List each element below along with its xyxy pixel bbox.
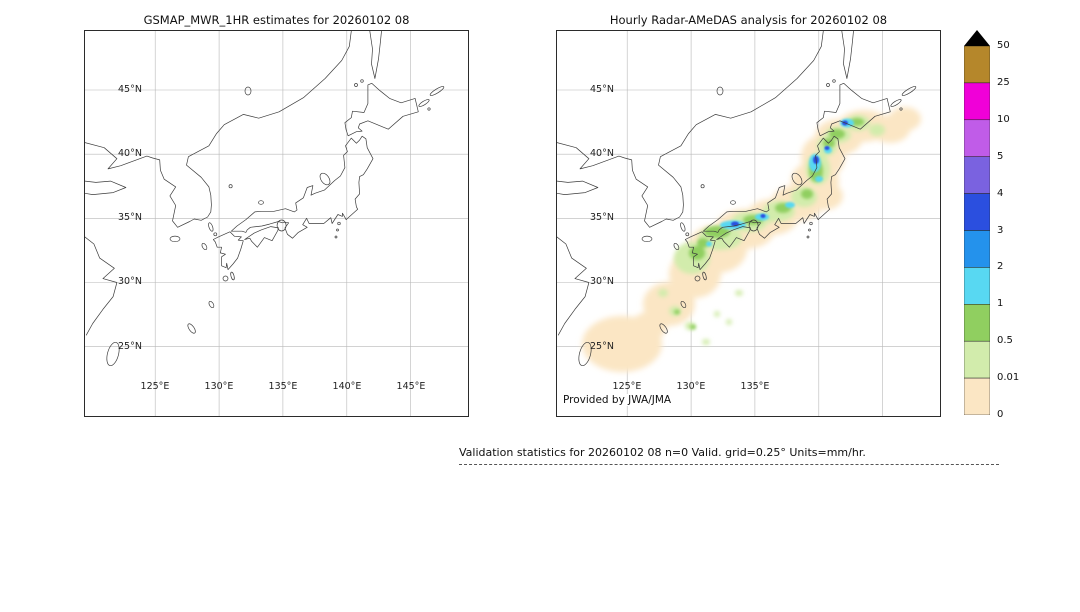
lon-tick-label: 125°E [140,381,170,392]
lat-tick-label: 40°N [590,148,614,159]
left-map-title: GSMAP_MWR_1HR estimates for 20260102 08 [143,13,410,27]
lon-tick-label: 125°E [612,381,642,392]
validation-caption-rule: Validation statistics for 20260102 08 n=… [459,441,999,465]
colorbar-segment [964,304,990,342]
colorbar-tick-label: 0.01 [997,372,1020,384]
lat-tick-label: 40°N [118,148,142,159]
validation-caption: Validation statistics for 20260102 08 n=… [459,446,866,459]
colorbar-scale [964,46,990,415]
colorbar-tick-label: 50 [997,40,1010,51]
colorbar-tick-label: 0 [997,409,1004,420]
lat-tick-label: 45°N [590,84,614,95]
colorbar-tick-label: 2 [997,261,1004,273]
colorbar-tick-label: 5 [997,150,1004,162]
colorbar-segment [964,193,990,231]
lat-tick-label: 45°N [118,84,142,95]
lat-tick-label: 30°N [118,276,142,287]
precip-trace-blobs [582,107,921,372]
colorbar-segment [964,82,990,121]
coastline-japan [85,31,446,368]
colorbar-tick-label: 0.5 [997,335,1013,347]
gsmap-estimates-map-panel: 45°N 40°N 35°N 30°N 25°N 125°E 130°E 135… [84,30,469,417]
lat-tick-label: 35°N [118,212,142,223]
colorbar-segment [964,267,990,305]
radar-map-canvas [557,31,940,416]
lon-tick-label: 135°E [740,381,770,392]
colorbar-tick-label: 3 [997,224,1004,236]
colorbar-tick-label: 1 [997,298,1004,310]
data-credit-label: Provided by JWA/JMA [560,394,675,406]
colorbar-segment [964,46,990,84]
radar-amedas-map-panel: 45°N 40°N 35°N 30°N 25°N 125°E 130°E 135… [556,30,941,417]
colorbar-segment [964,156,990,194]
colorbar-overflow-triangle [964,30,990,46]
lat-tick-label: 35°N [590,212,614,223]
colorbar-segment [964,119,990,157]
lon-tick-label: 135°E [268,381,298,392]
colorbar-tick-label: 10 [997,113,1010,125]
lat-tick-label: 25°N [590,341,614,352]
lat-tick-label: 30°N [590,276,614,287]
colorbar-segment [964,377,990,415]
coastline-japan [557,31,918,368]
lat-tick-label: 25°N [118,341,142,352]
colorbar-tick-label: 4 [997,187,1004,199]
precipitation-colorbar: 50 25 10 5 4 3 2 1 0.5 0.01 0 [964,30,1074,430]
lon-tick-label: 130°E [204,381,234,392]
lon-tick-label: 145°E [396,381,426,392]
colorbar-segment [964,340,990,379]
colorbar-segment [964,230,990,268]
colorbar-tick-label: 25 [997,76,1010,88]
lon-tick-label: 130°E [676,381,706,392]
right-map-title: Hourly Radar-AMeDAS analysis for 2026010… [609,13,888,27]
lon-tick-label: 140°E [332,381,362,392]
